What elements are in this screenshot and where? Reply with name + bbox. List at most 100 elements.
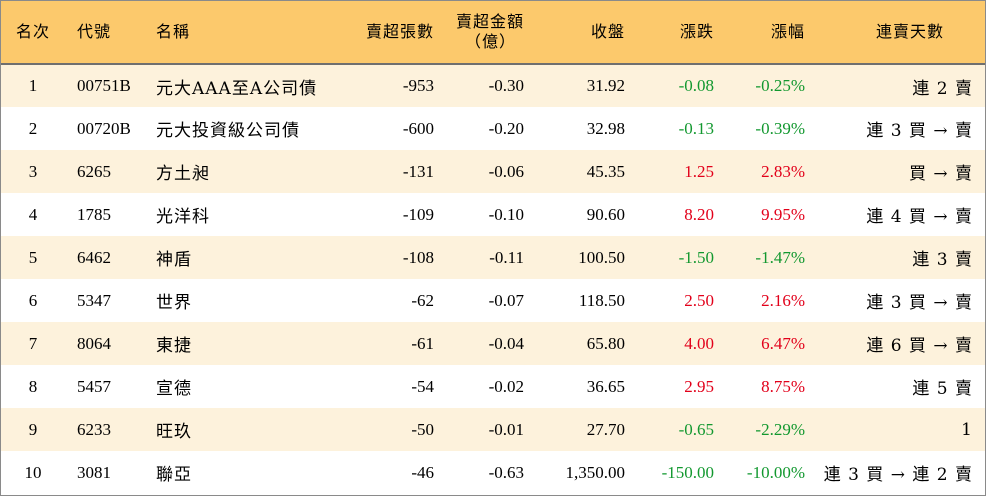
- header-code: 代號: [65, 1, 148, 65]
- cell-change: -0.65: [678, 419, 714, 439]
- table-row: 1 00751B 元大AAA至A公司債 -953 -0.30 31.92 -0.…: [1, 64, 985, 107]
- cell-rank: 9: [28, 419, 38, 439]
- cell-rank: 5: [28, 247, 38, 267]
- cell-close: 100.50: [578, 247, 625, 267]
- cell-streak: 1: [961, 419, 973, 440]
- cell-sell-lots: -61: [411, 333, 434, 353]
- header-row: 名次 代號 名稱 賣超張數 賣超金額 （億） 收盤 漲跌 漲幅 連賣天數: [1, 1, 985, 65]
- cell-streak: 連 3 買 → 連 2 賣: [823, 465, 973, 485]
- cell-sell-lots: -108: [402, 247, 434, 267]
- cell-sell-amount: -0.30: [488, 76, 524, 95]
- cell-name: 聯亞: [156, 465, 192, 485]
- cell-rank: 10: [24, 462, 42, 482]
- header-change-pct: 漲幅: [726, 1, 817, 65]
- cell-change-pct: 2.83%: [761, 161, 805, 181]
- cell-code: 5457: [77, 376, 111, 396]
- cell-sell-amount: -0.04: [488, 333, 524, 353]
- cell-name: 元大投資級公司債: [156, 121, 300, 141]
- cell-streak: 連 6 買 → 賣: [866, 336, 973, 356]
- cell-change-pct: 2.16%: [761, 290, 805, 310]
- table-row: 10 3081 聯亞 -46 -0.63 1,350.00 -150.00 -1…: [1, 451, 985, 494]
- header-rank: 名次: [1, 1, 65, 65]
- cell-code: 6233: [77, 419, 111, 439]
- cell-streak: 連 3 買 → 賣: [866, 121, 973, 141]
- cell-close: 27.70: [586, 419, 625, 439]
- header-streak: 連賣天數: [817, 1, 985, 65]
- cell-code: 6265: [77, 161, 111, 181]
- cell-sell-lots: -50: [411, 419, 434, 439]
- cell-code: 8064: [77, 333, 111, 353]
- cell-change: 1.25: [684, 161, 714, 181]
- cell-sell-amount: -0.10: [488, 204, 524, 224]
- cell-change: -0.08: [678, 76, 714, 95]
- cell-change: 8.20: [684, 204, 714, 224]
- cell-code: 6462: [77, 247, 111, 267]
- cell-close: 90.60: [586, 204, 625, 224]
- cell-close: 65.80: [586, 333, 625, 353]
- cell-streak: 連 4 買 → 賣: [866, 207, 973, 227]
- cell-change: -1.50: [678, 247, 714, 267]
- cell-rank: 1: [28, 76, 38, 95]
- cell-code: 00751B: [77, 76, 131, 95]
- header-sell-amount-line1: 賣超金額: [455, 12, 524, 31]
- cell-rank: 2: [28, 118, 38, 138]
- cell-change-pct: 6.47%: [761, 333, 805, 353]
- cell-code: 3081: [77, 462, 111, 482]
- cell-sell-amount: -0.01: [488, 419, 524, 439]
- table-header: 名次 代號 名稱 賣超張數 賣超金額 （億） 收盤 漲跌 漲幅 連賣天數: [1, 1, 985, 65]
- cell-rank: 8: [28, 376, 38, 396]
- cell-sell-amount: -0.06: [488, 161, 524, 181]
- cell-sell-amount: -0.11: [489, 247, 524, 267]
- cell-change-pct: -0.39%: [755, 118, 805, 138]
- cell-change: 4.00: [684, 333, 714, 353]
- cell-rank: 6: [28, 290, 38, 310]
- cell-change: 2.95: [684, 376, 714, 396]
- cell-sell-amount: -0.63: [488, 462, 524, 482]
- cell-close: 32.98: [586, 118, 625, 138]
- cell-sell-lots: -600: [402, 118, 434, 138]
- cell-name: 旺玖: [156, 422, 192, 442]
- cell-code: 5347: [77, 290, 111, 310]
- cell-change-pct: 9.95%: [761, 204, 805, 224]
- cell-sell-amount: -0.02: [488, 376, 524, 396]
- cell-name: 元大AAA至A公司債: [156, 78, 318, 99]
- cell-streak: 買 → 賣: [908, 164, 973, 184]
- table-row: 8 5457 宣德 -54 -0.02 36.65 2.95 8.75% 連 5…: [1, 365, 985, 408]
- cell-change-pct: -1.47%: [755, 247, 805, 267]
- cell-streak: 連 5 賣: [912, 379, 973, 399]
- cell-sell-amount: -0.20: [488, 118, 524, 138]
- header-sell-amount: 賣超金額 （億）: [446, 1, 536, 65]
- table-row: 3 6265 方土昶 -131 -0.06 45.35 1.25 2.83% 買…: [1, 150, 985, 193]
- cell-close: 31.92: [586, 76, 625, 95]
- cell-change: -150.00: [661, 462, 714, 482]
- cell-code: 1785: [77, 204, 111, 224]
- cell-close: 36.65: [586, 376, 625, 396]
- cell-close: 45.35: [586, 161, 625, 181]
- table-row: 9 6233 旺玖 -50 -0.01 27.70 -0.65 -2.29% 1: [1, 408, 985, 451]
- cell-close: 1,350.00: [565, 462, 626, 482]
- cell-code: 00720B: [77, 118, 131, 138]
- header-sell-amount-line2: （億）: [464, 32, 516, 51]
- header-sell-lots: 賣超張數: [333, 1, 446, 65]
- cell-rank: 4: [28, 204, 38, 224]
- cell-sell-lots: -109: [402, 204, 434, 224]
- cell-name: 世界: [156, 293, 192, 313]
- cell-name: 光洋科: [156, 207, 210, 227]
- cell-change-pct: -0.25%: [755, 76, 805, 95]
- table-row: 5 6462 神盾 -108 -0.11 100.50 -1.50 -1.47%…: [1, 236, 985, 279]
- table-row: 7 8064 東捷 -61 -0.04 65.80 4.00 6.47% 連 6…: [1, 322, 985, 365]
- cell-close: 118.50: [578, 290, 625, 310]
- table-row: 6 5347 世界 -62 -0.07 118.50 2.50 2.16% 連 …: [1, 279, 985, 322]
- cell-name: 東捷: [156, 336, 192, 356]
- cell-rank: 7: [28, 333, 38, 353]
- cell-change-pct: -2.29%: [755, 419, 805, 439]
- header-change: 漲跌: [637, 1, 726, 65]
- cell-name: 神盾: [156, 250, 192, 270]
- cell-sell-lots: -953: [402, 76, 434, 95]
- header-name: 名稱: [148, 1, 333, 65]
- cell-sell-lots: -46: [411, 462, 434, 482]
- cell-change: 2.50: [684, 290, 714, 310]
- cell-streak: 連 3 賣: [912, 250, 973, 270]
